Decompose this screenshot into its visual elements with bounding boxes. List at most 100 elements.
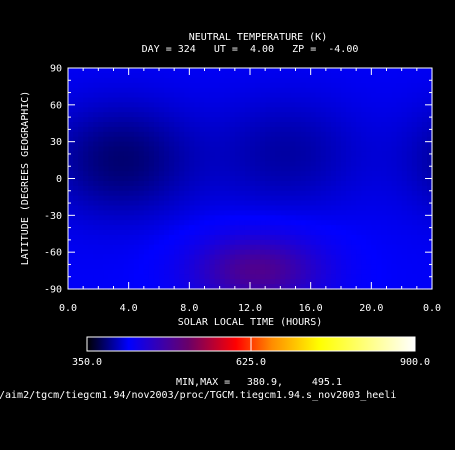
heatmap-cell [300,254,307,261]
heatmap-cell [174,249,180,256]
heatmap-cell [361,122,367,128]
heatmap-cell [169,131,175,138]
heatmap-cell [164,230,170,236]
heatmap-cell [391,269,398,275]
heatmap-cell [194,146,201,153]
heatmap-cell [376,185,383,192]
heatmap-cell [214,102,221,108]
heatmap-cell [290,146,297,153]
heatmap-cell [214,185,221,192]
heatmap-cell [260,210,266,216]
heatmap-cell [315,180,322,187]
heatmap-cell [320,269,327,275]
heatmap-cell [138,97,145,103]
heatmap-cell [194,284,201,290]
heatmap-cell [255,244,261,251]
heatmap-cell [194,239,201,246]
heatmap-cell [421,68,428,74]
heatmap-cell [148,259,155,266]
heatmap-cell [411,244,418,251]
heatmap-cell [83,259,89,266]
heatmap-cell [356,92,362,99]
heatmap-cell [346,126,352,133]
heatmap-cell [164,156,170,162]
heatmap-cell [148,225,155,231]
heatmap-cell [68,87,74,94]
heatmap-cell [209,166,216,172]
heatmap-cell [305,259,312,266]
heatmap-cell [366,92,372,99]
heatmap-cell [93,117,99,123]
heatmap-cell [346,102,352,108]
heatmap-cell [164,107,170,113]
heatmap-cell [113,77,120,84]
heatmap-cell [234,166,241,172]
heatmap-cell [108,82,115,89]
heatmap-cell [255,254,261,261]
heatmap-cell [234,82,241,89]
heatmap-cell [93,205,99,212]
heatmap-cell [93,141,99,148]
heatmap-cell [315,146,322,153]
heatmap-cell [315,274,322,280]
heatmap-cell [341,200,347,207]
heatmap-cell [396,77,403,84]
heatmap-cell [174,274,180,280]
heatmap-cell [148,230,155,236]
heatmap-cell [143,210,150,216]
heatmap-cell [78,254,84,261]
heatmap-cell [426,239,433,246]
heatmap-cell [391,141,398,148]
heatmap-cell [361,161,367,167]
heatmap-cell [128,190,135,197]
heatmap-cell [325,141,332,148]
heatmap-cell [88,141,94,148]
heatmap-cell [401,200,408,207]
heatmap-cell [148,210,155,216]
heatmap-cell [189,126,195,133]
heatmap-cell [411,171,418,177]
heatmap-cell [138,176,145,182]
heatmap-cell [234,87,241,94]
heatmap-cell [381,269,388,275]
heatmap-cell [351,180,357,187]
heatmap-cell [270,68,276,74]
heatmap-cell [320,234,327,241]
heatmap-cell [391,97,398,103]
heatmap-cell [159,254,165,261]
heatmap-cell [351,284,357,290]
heatmap-cell [159,126,165,133]
heatmap-cell [174,156,180,162]
heatmap-cell [361,107,367,113]
heatmap-cell [113,269,120,275]
heatmap-cell [371,254,377,261]
heatmap-cell [239,97,246,103]
heatmap-cell [189,284,195,290]
heatmap-cell [153,112,160,118]
heatmap-cell [300,195,307,202]
heatmap-cell [280,151,286,157]
heatmap-cell [386,161,393,167]
heatmap-cell [123,117,130,123]
heatmap-cell [143,171,150,177]
heatmap-cell [209,210,216,216]
heatmap-cell [426,161,433,167]
heatmap-cell [341,279,347,285]
heatmap-cell [391,171,398,177]
heatmap-cell [300,244,307,251]
heatmap-cell [285,190,292,197]
heatmap-cell [300,122,307,128]
heatmap-cell [83,274,89,280]
heatmap-cell [244,102,251,108]
heatmap-cell [351,112,357,118]
heatmap-cell [113,195,120,202]
heatmap-cell [366,264,372,270]
heatmap-cell [280,136,286,143]
heatmap-cell [204,234,211,241]
heatmap-cell [305,107,312,113]
heatmap-cell [280,284,286,290]
heatmap-cell [123,176,130,182]
heatmap-cell [204,244,211,251]
heatmap-cell [310,126,317,133]
heatmap-cell [219,254,226,261]
